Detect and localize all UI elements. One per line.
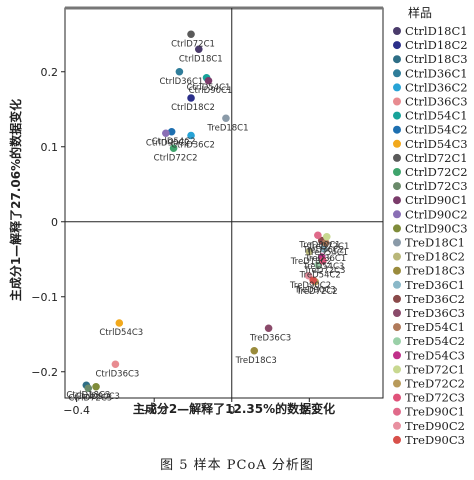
- legend-entry: CtrlD54C2: [405, 123, 468, 137]
- legend-swatch: [393, 351, 401, 359]
- point-ctrld36c1: [176, 68, 184, 76]
- legend-entry: CtrlD36C3: [405, 95, 468, 109]
- legend-entry: TreD54C2: [405, 334, 465, 348]
- legend-entry: CtrlD54C1: [405, 109, 468, 123]
- legend-entry: CtrlD54C3: [405, 137, 468, 151]
- y-tick-label: 0.2: [41, 66, 59, 79]
- plot-border: [65, 8, 383, 398]
- legend-swatch: [393, 365, 401, 373]
- legend-entry: TreD36C1: [405, 278, 465, 292]
- legend-entry: TreD36C3: [405, 306, 465, 320]
- legend-swatch: [393, 281, 401, 289]
- point-ctrld36c3: [112, 360, 120, 368]
- legend-swatch: [393, 295, 401, 303]
- point-label-tred18c1: TreD18C1: [206, 123, 248, 133]
- legend-entry: TreD72C1: [405, 362, 465, 376]
- figure-caption: 图 5 样本 PCoA 分析图: [0, 454, 474, 473]
- reference-lines: [65, 8, 383, 398]
- point-label-ctrld90c1: CtrlD90C1: [189, 86, 233, 96]
- legend-entry: TreD54C1: [405, 320, 465, 334]
- legend-swatch: [393, 69, 401, 77]
- legend-entry: TreD18C2: [405, 250, 465, 264]
- legend-entry: TreD90C3: [405, 433, 465, 447]
- point-label-tred18c3: TreD18C3: [235, 356, 277, 366]
- legend-entry: CtrlD72C2: [405, 165, 468, 179]
- legend-swatch: [393, 41, 401, 49]
- legend-swatch: [393, 182, 401, 190]
- legend-swatch: [393, 210, 401, 218]
- legend-swatch: [393, 337, 401, 345]
- point-label-tred90c3: TreD90C3: [294, 285, 336, 295]
- legend-entry: TreD72C2: [405, 377, 465, 391]
- legend-swatch: [393, 239, 401, 247]
- point-label-ctrld72c2: CtrlD72C2: [154, 153, 198, 163]
- legend-swatch: [393, 436, 401, 444]
- legend-entry: CtrlD72C3: [405, 179, 468, 193]
- legend-swatch: [393, 98, 401, 106]
- legend: 样品 CtrlD18C1CtrlD18C2CtrlD18C3CtrlD36C1C…: [393, 5, 468, 447]
- point-label-ctrld18c2: CtrlD18C2: [171, 103, 215, 113]
- legend-entry: CtrlD18C1: [405, 24, 468, 38]
- plot-area: [65, 8, 383, 398]
- point-label-tred36c3: TreD36C3: [249, 333, 291, 343]
- legend-entry: TreD90C1: [405, 405, 465, 419]
- legend-swatch: [393, 55, 401, 63]
- legend-swatch: [393, 267, 401, 275]
- legend-entry: CtrlD72C1: [405, 151, 468, 165]
- point-label-ctrld90c3: CtrlD90C3: [76, 392, 120, 402]
- legend-swatch: [393, 253, 401, 261]
- legend-swatch: [393, 154, 401, 162]
- legend-entry: TreD72C3: [405, 391, 465, 405]
- legend-entry: CtrlD18C3: [405, 52, 468, 66]
- legend-swatch: [393, 224, 401, 232]
- legend-swatch: [393, 422, 401, 430]
- point-tred90c1: [314, 231, 322, 239]
- legend-entry: TreD54C3: [405, 348, 465, 362]
- point-label-ctrld72c1: CtrlD72C1: [171, 39, 215, 49]
- legend-swatch: [393, 408, 401, 416]
- legend-entry: TreD18C1: [405, 236, 465, 250]
- y-axis-title: 主成分1—解释了27.06%的数据变化: [8, 99, 23, 301]
- legend-swatch: [393, 323, 401, 331]
- point-label-tred72c3: TreD72C3: [303, 266, 345, 276]
- legend-entry: TreD36C2: [405, 292, 465, 306]
- legend-entry: CtrlD36C1: [405, 66, 468, 80]
- legend-swatch: [393, 309, 401, 317]
- point-tred18c1: [222, 114, 230, 122]
- legend-swatch: [393, 168, 401, 176]
- point-label-ctrld54c3: CtrlD54C3: [99, 328, 143, 338]
- legend-swatch: [393, 27, 401, 35]
- legend-swatch: [393, 394, 401, 402]
- legend-swatch: [393, 126, 401, 134]
- point-label-ctrld18c1: CtrlD18C1: [179, 54, 223, 64]
- point-label-ctrld90c2: CtrlD90C2: [146, 138, 190, 148]
- point-tred36c3: [265, 324, 273, 332]
- legend-entry: TreD18C3: [405, 264, 465, 278]
- legend-entry: CtrlD36C2: [405, 80, 468, 94]
- legend-entry: CtrlD90C1: [405, 193, 468, 207]
- pcoa-chart: −0.4 −0.2 0 0.2 −0.2−0.100.10.2 CtrlD18C1Ct…: [0, 0, 474, 450]
- x-tick-label: −0.4: [63, 404, 90, 417]
- legend-entry: CtrlD90C3: [405, 221, 468, 235]
- point-ctrld72c1: [187, 30, 195, 38]
- legend-entry: CtrlD90C2: [405, 207, 468, 221]
- point-tred18c3: [250, 347, 258, 355]
- x-axis-title: 主成分2—解释了12.35%的数据变化: [133, 401, 335, 416]
- legend-swatch: [393, 380, 401, 388]
- y-tick-label: 0: [51, 216, 58, 229]
- y-tick-label: −0.2: [31, 366, 58, 379]
- y-tick-label: 0.1: [41, 141, 59, 154]
- legend-entry: TreD90C2: [405, 419, 465, 433]
- point-label-tred90c1: TreD90C1: [298, 240, 340, 250]
- y-tick-label: −0.1: [31, 291, 58, 304]
- legend-swatch: [393, 140, 401, 148]
- legend-entry: CtrlD18C2: [405, 38, 468, 52]
- point-ctrld54c3: [115, 319, 123, 327]
- legend-swatch: [393, 112, 401, 120]
- legend-swatch: [393, 196, 401, 204]
- point-label-ctrld36c3: CtrlD36C3: [96, 369, 140, 379]
- legend-title: 样品: [408, 5, 432, 20]
- y-axis: −0.2 −0.1 0 0.1 0.2: [31, 66, 65, 379]
- legend-swatch: [393, 83, 401, 91]
